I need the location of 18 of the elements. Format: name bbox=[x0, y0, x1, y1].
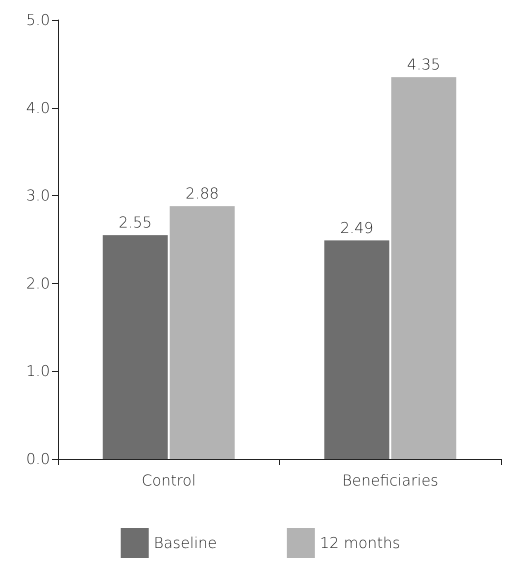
y-tick-label: 3.0 bbox=[26, 186, 50, 205]
data-label: 2.49 bbox=[340, 218, 374, 237]
data-label: 4.35 bbox=[407, 56, 440, 74]
y-tick-label: 4.0 bbox=[26, 98, 50, 117]
data-label: 2.55 bbox=[118, 214, 152, 232]
bar bbox=[102, 235, 168, 459]
y-tick-label: 0.0 bbox=[26, 450, 50, 468]
bar bbox=[391, 77, 456, 459]
bar bbox=[324, 240, 390, 459]
legend-label: 12 months bbox=[320, 534, 400, 552]
data-label: 2.88 bbox=[186, 184, 219, 203]
y-tick-label: 2.0 bbox=[26, 274, 50, 292]
legend-label: Baseline bbox=[154, 534, 217, 552]
x-tick-label: Beneficiaries bbox=[342, 472, 438, 490]
x-tick-label: Control bbox=[142, 472, 196, 490]
y-tick-label: 5.0 bbox=[26, 11, 50, 29]
y-tick-label: 1.0 bbox=[26, 362, 50, 380]
bar bbox=[170, 206, 235, 459]
